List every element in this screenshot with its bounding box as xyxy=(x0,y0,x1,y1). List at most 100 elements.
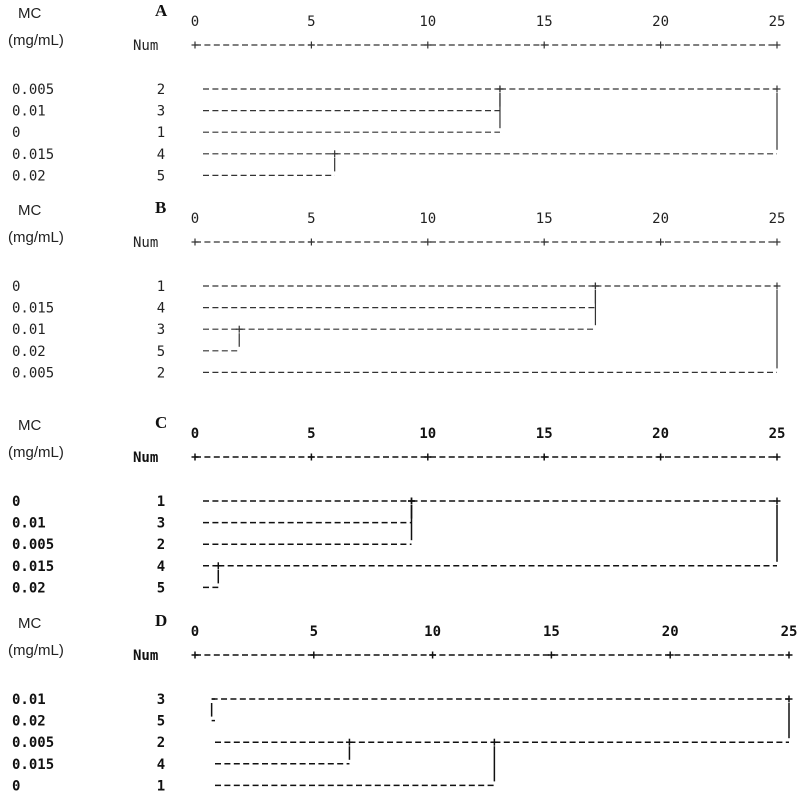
node-mark xyxy=(345,738,353,746)
axis-tick-label: 0 xyxy=(191,426,199,442)
panel-letter: C xyxy=(155,413,167,432)
cluster-num-label: 4 xyxy=(157,559,165,575)
node-mark xyxy=(235,325,243,333)
mc-header-label: MC xyxy=(18,615,41,632)
mc-value-label: 0.015 xyxy=(12,757,54,773)
cluster-num-label: 1 xyxy=(157,778,165,792)
axis-tick-mark xyxy=(191,41,199,49)
axis-tick-label: 20 xyxy=(652,211,669,227)
axis-tick-mark xyxy=(785,651,793,659)
axis-tick-mark xyxy=(657,453,665,461)
axis-tick-label: 15 xyxy=(536,14,553,30)
mc-value-label: 0.02 xyxy=(12,714,46,730)
cluster-num-label: 2 xyxy=(157,365,165,381)
mc-value-label: 0.02 xyxy=(12,344,46,360)
unit-header-label: (mg/mL) xyxy=(8,229,64,246)
axis-tick-mark xyxy=(773,41,781,49)
axis-tick-mark xyxy=(424,41,432,49)
cluster-num-label: 4 xyxy=(157,301,165,317)
axis-tick-mark xyxy=(547,651,555,659)
axis-tick-label: 10 xyxy=(419,14,436,30)
axis-tick-mark xyxy=(540,238,548,246)
axis-tick-label: 25 xyxy=(781,624,797,640)
axis-tick-label: 0 xyxy=(191,211,199,227)
panel-a: MC (mg/mL) A Num 0 5 10 15 20 25 0.005 2 0.01 3 0 1 0.01… xyxy=(8,1,785,184)
unit-header-label: (mg/mL) xyxy=(8,444,64,461)
axis-tick-mark xyxy=(657,41,665,49)
axis-tick-mark xyxy=(424,238,432,246)
axis-tick-label: 25 xyxy=(769,211,786,227)
cluster-num-label: 3 xyxy=(157,322,165,338)
unit-header-label: (mg/mL) xyxy=(8,642,64,659)
node-mark xyxy=(214,562,222,570)
node-mark xyxy=(331,150,339,158)
cluster-num-label: 4 xyxy=(157,757,165,773)
cluster-num-label: 5 xyxy=(157,168,165,184)
mc-value-label: 0.015 xyxy=(12,147,54,163)
axis-tick-label: 5 xyxy=(310,624,318,640)
axis-tick-label: 25 xyxy=(769,14,786,30)
panel-letter: A xyxy=(155,1,168,20)
cluster-num-label: 4 xyxy=(157,147,165,163)
axis-tick-label: 15 xyxy=(543,624,560,640)
node-mark xyxy=(591,282,599,290)
mc-header-label: MC xyxy=(18,202,41,219)
num-header-label: Num xyxy=(133,648,158,664)
axis-tick-mark xyxy=(540,41,548,49)
num-header-label: Num xyxy=(133,38,158,54)
axis-tick-label: 20 xyxy=(652,14,669,30)
axis-tick-mark xyxy=(307,238,315,246)
mc-value-label: 0.01 xyxy=(12,516,46,532)
node-mark xyxy=(496,85,504,93)
cluster-num-label: 3 xyxy=(157,692,165,708)
panel-c: MC (mg/mL) C Num 0 5 10 15 20 25 0 1 0.01 3 0.005 2 0.01… xyxy=(8,413,785,596)
cluster-num-label: 1 xyxy=(157,494,165,510)
axis-tick-label: 10 xyxy=(424,624,441,640)
axis-tick-mark xyxy=(429,651,437,659)
mc-value-label: 0.015 xyxy=(12,301,54,317)
axis-tick-label: 15 xyxy=(536,426,553,442)
mc-header-label: MC xyxy=(18,417,41,434)
axis-tick-mark xyxy=(191,453,199,461)
axis-tick-label: 15 xyxy=(536,211,553,227)
mc-value-label: 0.005 xyxy=(12,735,54,751)
mc-header-label: MC xyxy=(18,5,41,22)
axis-tick-mark xyxy=(191,238,199,246)
panel-letter: D xyxy=(155,611,167,630)
node-mark xyxy=(408,497,416,505)
axis-tick-mark xyxy=(310,651,318,659)
axis-tick-label: 10 xyxy=(419,426,436,442)
node-mark xyxy=(773,282,781,290)
mc-value-label: 0 xyxy=(12,125,20,141)
axis-tick-label: 5 xyxy=(307,211,315,227)
mc-value-label: 0.005 xyxy=(12,82,54,98)
unit-header-label: (mg/mL) xyxy=(8,32,64,49)
axis-tick-mark xyxy=(666,651,674,659)
mc-value-label: 0.02 xyxy=(12,580,46,596)
mc-value-label: 0.005 xyxy=(12,365,54,381)
axis-tick-label: 20 xyxy=(652,426,669,442)
node-mark xyxy=(490,738,498,746)
num-header-label: Num xyxy=(133,450,158,466)
mc-value-label: 0 xyxy=(12,494,20,510)
axis-tick-mark xyxy=(773,453,781,461)
node-mark xyxy=(773,497,781,505)
num-header-label: Num xyxy=(133,235,158,251)
axis-tick-mark xyxy=(191,651,199,659)
axis-tick-label: 20 xyxy=(662,624,679,640)
axis-tick-label: 25 xyxy=(769,426,786,442)
cluster-num-label: 1 xyxy=(157,279,165,295)
node-mark xyxy=(773,85,781,93)
cluster-num-label: 1 xyxy=(157,125,165,141)
axis-tick-label: 0 xyxy=(191,14,199,30)
axis-tick-mark xyxy=(540,453,548,461)
cluster-num-label: 2 xyxy=(157,735,165,751)
panel-letter: B xyxy=(155,198,166,217)
cluster-num-label: 3 xyxy=(157,516,165,532)
mc-value-label: 0.005 xyxy=(12,537,54,553)
node-mark xyxy=(785,695,793,703)
axis-tick-label: 0 xyxy=(191,624,199,640)
mc-value-label: 0.01 xyxy=(12,692,46,708)
